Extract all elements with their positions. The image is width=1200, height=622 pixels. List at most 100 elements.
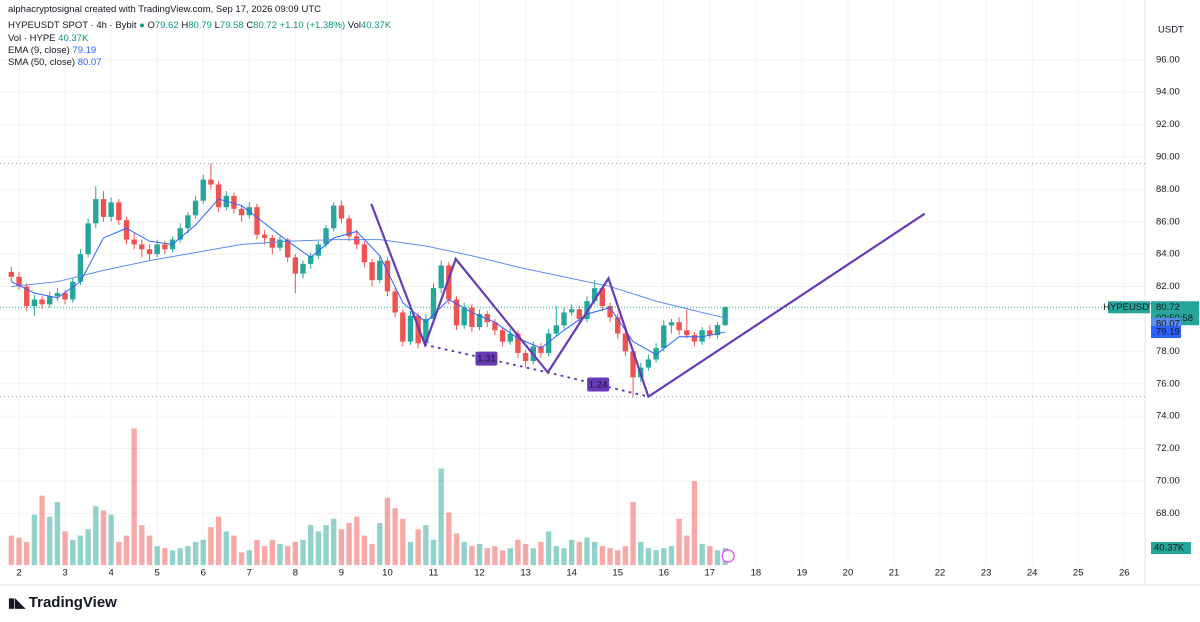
volume-bar: [538, 541, 544, 565]
candle-body: [39, 299, 45, 305]
volume-bar: [576, 541, 583, 565]
candle-body: [576, 309, 583, 319]
symbol: HYPEUSDT SPOT · 4h · Bybit: [8, 20, 137, 31]
indicator-line: [11, 198, 726, 356]
indicator-label: Vol · HYPE: [8, 33, 56, 44]
candle-body: [438, 265, 444, 289]
volume-bar: [139, 525, 145, 565]
volume-bar: [492, 546, 498, 565]
divergence-badge: [475, 351, 498, 366]
volume-bar: [522, 543, 529, 565]
candle-body: [162, 244, 168, 250]
x-tick-label: 4: [108, 568, 113, 579]
candle-body: [615, 317, 621, 334]
volume-bar: [461, 541, 467, 565]
indicator-label: EMA (9, close): [8, 45, 70, 56]
volume-bar: [568, 539, 575, 565]
volume-bar: [645, 548, 652, 565]
volume-bar: [85, 529, 91, 565]
candle-body: [484, 314, 490, 323]
candle-body: [369, 262, 375, 281]
candle-body: [684, 330, 690, 336]
y-tick-label: 76.00: [1156, 378, 1180, 389]
x-tick-label: 14: [566, 568, 577, 579]
volume-bar: [407, 541, 414, 565]
candle-body: [192, 200, 199, 216]
volume-bar: [400, 518, 406, 565]
candle-body: [208, 179, 214, 185]
volume-bar: [315, 531, 322, 565]
volume-bar: [269, 539, 276, 565]
candle-body: [430, 288, 437, 319]
volume-bar: [208, 527, 214, 565]
indicator-value: 40.37K: [58, 33, 89, 44]
volume-bar: [392, 508, 398, 565]
volume-bar: [615, 550, 621, 565]
y-tick-label: 96.00: [1156, 54, 1180, 65]
y-tick-label: 84.00: [1156, 249, 1180, 260]
volume-bar: [93, 506, 99, 565]
volume-bar: [607, 548, 613, 565]
volume-bar: [553, 546, 559, 565]
candle-body: [200, 179, 206, 201]
candle-body: [284, 239, 291, 258]
volume-bar: [691, 480, 698, 565]
x-tick-label: 15: [612, 568, 623, 579]
price-tag-text: 80.72: [1156, 302, 1180, 313]
volume-bar: [346, 522, 352, 565]
volume-bar: [108, 514, 114, 565]
volume-bar: [62, 531, 68, 565]
volume-bar: [131, 428, 137, 565]
candle-body: [108, 202, 114, 217]
candle-body: [254, 207, 260, 235]
candle-body: [8, 271, 15, 277]
candle-body: [691, 335, 698, 342]
candle-body: [630, 351, 636, 378]
candle-body: [354, 236, 360, 245]
volume-bar: [484, 548, 490, 565]
x-tick-label: 22: [935, 568, 946, 579]
candle-body: [453, 299, 460, 326]
y-tick-label: 72.00: [1156, 443, 1180, 454]
volume-bar: [47, 516, 53, 565]
candle-body: [261, 234, 268, 238]
candle-body: [645, 359, 652, 368]
candle-body: [492, 322, 498, 331]
brand-text: TradingView: [28, 594, 117, 611]
x-tick-label: 7: [247, 568, 252, 579]
y-tick-label: 68.00: [1156, 508, 1180, 519]
candle-body: [47, 296, 53, 305]
divergence-label: 1.31: [477, 354, 496, 365]
candle-body: [277, 239, 283, 248]
candle-body: [31, 299, 38, 306]
volume-bar: [476, 543, 483, 565]
candle-body: [499, 330, 506, 342]
volume-bar: [638, 541, 644, 565]
volume-bar: [545, 531, 552, 565]
ema-tag: [1151, 326, 1181, 339]
sma-tag-text: 80.07: [1156, 318, 1180, 329]
candle-body: [384, 260, 391, 292]
volume-bar: [338, 529, 345, 565]
candle-body: [668, 322, 675, 326]
c-value: 80.72: [253, 20, 277, 31]
candle-body: [85, 223, 91, 255]
x-tick-label: 11: [429, 568, 439, 579]
candle-body: [568, 309, 575, 313]
candle-body: [116, 202, 122, 221]
candle-body: [423, 318, 429, 344]
candle-body: [699, 330, 705, 342]
x-tick-label: 16: [658, 568, 669, 579]
volume-bar: [284, 546, 291, 565]
candle-body: [338, 205, 345, 219]
volume-bar: [499, 550, 506, 565]
volume-bar: [591, 541, 598, 565]
x-tick-label: 8: [293, 568, 298, 579]
volume-bar: [308, 525, 314, 565]
x-tick-label: 12: [474, 568, 485, 579]
volume-bar: [430, 539, 437, 565]
c-label: C: [246, 20, 254, 31]
candle-body: [146, 249, 153, 255]
